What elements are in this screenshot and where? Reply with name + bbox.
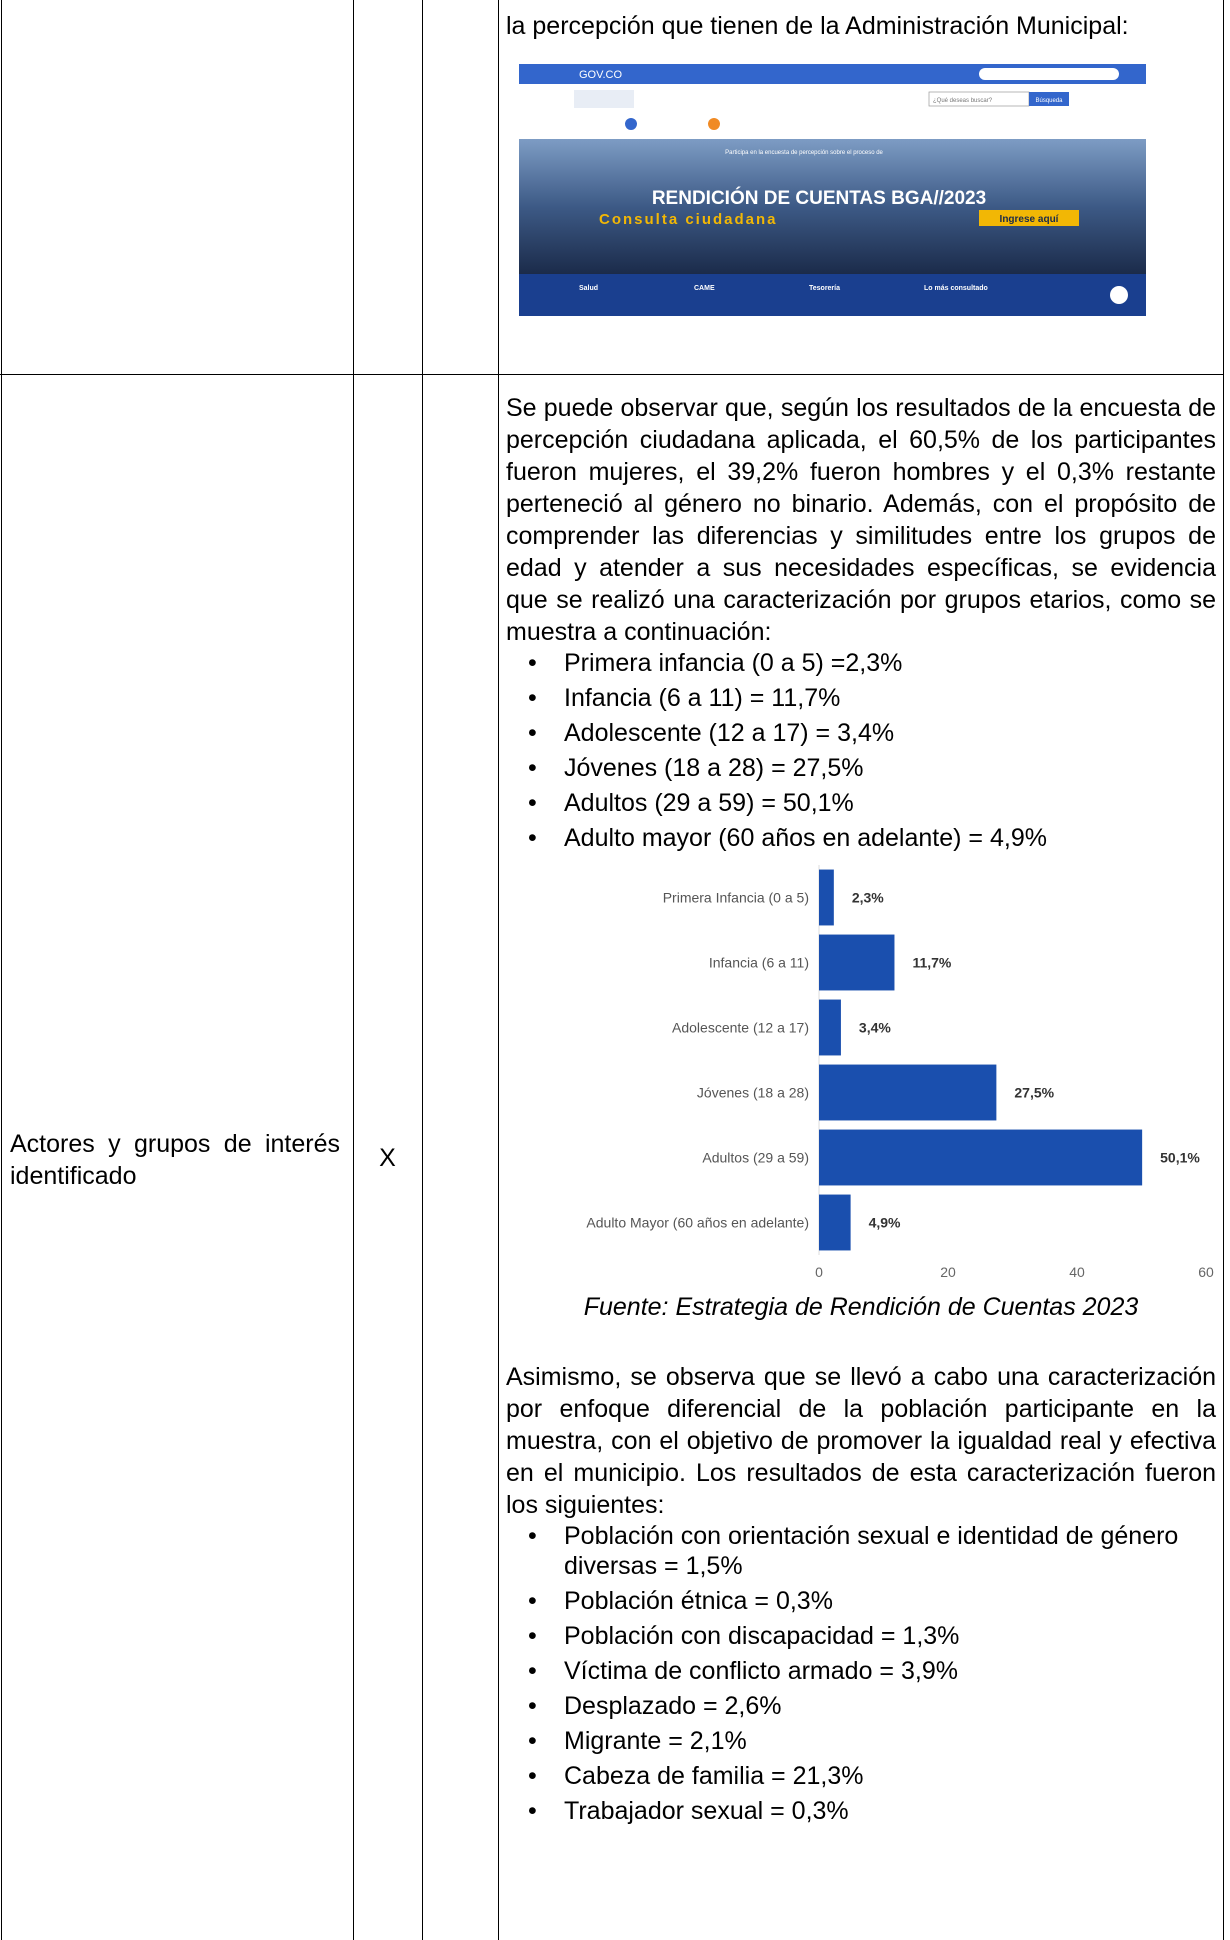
bullet-item: Adultos (29 a 59) = 50,1% bbox=[506, 788, 1216, 818]
bullet-item: Infancia (6 a 11) = 11,7% bbox=[506, 683, 1216, 713]
x-tick-label: 0 bbox=[815, 1264, 823, 1280]
footer-link: Tesorería bbox=[809, 285, 840, 292]
x-tick-label: 60 bbox=[1198, 1264, 1214, 1280]
logo bbox=[574, 90, 634, 108]
value-label: 4,9% bbox=[869, 1215, 901, 1231]
bullet-item: Jóvenes (18 a 28) = 27,5% bbox=[506, 753, 1216, 783]
table-border bbox=[498, 0, 499, 1940]
footer bbox=[519, 274, 1146, 316]
footer-link: Salud bbox=[579, 285, 598, 292]
category-label: Adulto Mayor (60 años en adelante) bbox=[586, 1215, 809, 1231]
bullet-item: Población con orientación sexual e ident… bbox=[506, 1521, 1216, 1581]
cta-label: Ingrese aquí bbox=[1000, 214, 1060, 225]
category-label: Infancia (6 a 11) bbox=[709, 955, 809, 971]
bar bbox=[819, 1129, 1143, 1186]
bullet-item: Población con discapacidad = 1,3% bbox=[506, 1621, 1216, 1651]
brand: GOV.CO bbox=[579, 69, 622, 81]
category-label: Adolescente (12 a 17) bbox=[672, 1020, 809, 1036]
language-select bbox=[979, 68, 1119, 80]
bullet-item: Adolescente (12 a 17) = 3,4% bbox=[506, 718, 1216, 748]
bullet-item: Primera infancia (0 a 5) =2,3% bbox=[506, 648, 1216, 678]
bar-chart: 0 20 40 60 Primera Infancia (0 a 5) 2,3% Infan… bbox=[586, 865, 1214, 1280]
bullet-item: Cabeza de familia = 21,3% bbox=[506, 1761, 1216, 1791]
banner-note: Participa en la encuesta de percepción s… bbox=[725, 150, 883, 156]
check-mark: X bbox=[379, 1144, 396, 1172]
bar bbox=[819, 1064, 997, 1121]
paragraph: Asimismo, se observa que se llevó a cabo… bbox=[506, 1363, 1216, 1519]
user-icon bbox=[1110, 286, 1128, 304]
search-placeholder: ¿Qué deseas buscar? bbox=[933, 98, 993, 104]
nav-icon bbox=[625, 118, 637, 130]
bullet-item: Migrante = 2,1% bbox=[506, 1726, 1216, 1756]
paragraph: Se puede observar que, según los resulta… bbox=[506, 394, 1216, 646]
banner-left: Consulta ciudadana bbox=[599, 211, 778, 228]
paragraph: la percepción que tienen de la Administr… bbox=[506, 12, 1129, 40]
table-border bbox=[1, 0, 2, 1940]
banner bbox=[519, 139, 1146, 274]
value-label: 2,3% bbox=[852, 890, 884, 906]
caption: Fuente: Estrategia de Rendición de Cuent… bbox=[583, 1293, 1139, 1321]
bar bbox=[819, 999, 841, 1056]
value-label: 27,5% bbox=[1014, 1085, 1054, 1101]
table-border bbox=[422, 0, 423, 1940]
bullet-item: Trabajador sexual = 0,3% bbox=[506, 1796, 1216, 1826]
actor-label: Actores y grupos de interés identificado bbox=[10, 1130, 340, 1190]
x-tick-label: 40 bbox=[1069, 1264, 1085, 1280]
x-tick-label: 20 bbox=[940, 1264, 956, 1280]
row-2-content: Se puede observar que, según los resulta… bbox=[506, 392, 1216, 1831]
bullet-item: Adulto mayor (60 años en adelante) = 4,9… bbox=[506, 823, 1216, 853]
banner-headline: RENDICIÓN DE CUENTAS BGA//2023 bbox=[652, 187, 986, 209]
bullet-list: Primera infancia (0 a 5) =2,3% Infancia (… bbox=[506, 648, 1216, 853]
bullet-list: Población con orientación sexual e ident… bbox=[506, 1521, 1216, 1826]
bar bbox=[819, 934, 895, 991]
search-button bbox=[1029, 92, 1069, 106]
nav-icon bbox=[708, 118, 720, 130]
bar bbox=[819, 1194, 851, 1251]
row-1-content: la percepción que tienen de la Administr… bbox=[506, 10, 1216, 316]
bullet-item: Población étnica = 0,3% bbox=[506, 1586, 1216, 1616]
search-button-label: Búsqueda bbox=[1035, 98, 1063, 104]
bullet-item: Desplazado = 2,6% bbox=[506, 1691, 1216, 1721]
website-screenshot: GOV.CO ¿Qué deseas buscar? Búsqueda Part… bbox=[519, 64, 1146, 316]
category-label: Primera Infancia (0 a 5) bbox=[663, 890, 809, 906]
footer-link: Lo más consultado bbox=[924, 285, 988, 292]
value-label: 50,1% bbox=[1160, 1150, 1200, 1166]
bullet-item: Víctima de conflicto armado = 3,9% bbox=[506, 1656, 1216, 1686]
value-label: 11,7% bbox=[912, 955, 951, 971]
table-border bbox=[353, 0, 354, 1940]
category-label: Adultos (29 a 59) bbox=[702, 1150, 809, 1166]
row-divider bbox=[0, 374, 1224, 375]
footer-link: CAME bbox=[694, 285, 715, 292]
cta-button bbox=[979, 210, 1079, 226]
value-label: 3,4% bbox=[859, 1020, 891, 1036]
category-label: Jóvenes (18 a 28) bbox=[697, 1085, 809, 1101]
bar bbox=[819, 869, 834, 926]
table-border bbox=[1223, 0, 1224, 1940]
